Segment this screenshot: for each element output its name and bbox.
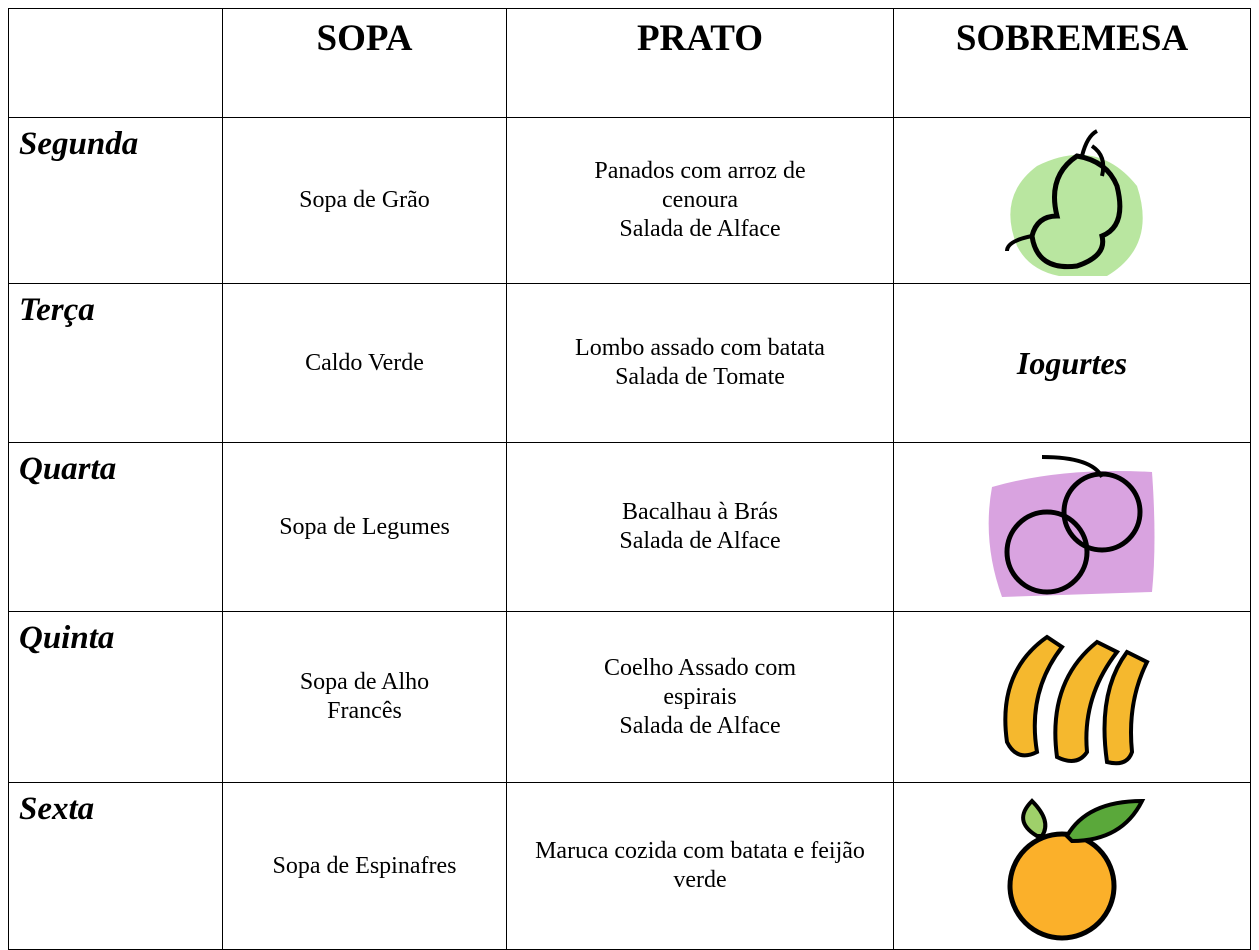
day: Quinta	[8, 611, 223, 783]
prato-line: Lombo assado com batata	[575, 335, 825, 361]
row: Quarta Sopa de Legumes Bacalhau à Brás Sa…	[8, 442, 1251, 612]
prato-line: Salada de Tomate	[615, 364, 785, 390]
prato-line: Salada de Alface	[619, 528, 781, 554]
prato-line: Maruca cozida com batata e feijão verde	[535, 838, 865, 893]
sopa: Caldo Verde	[222, 283, 507, 443]
day: Sexta	[8, 782, 223, 950]
page: SOPA PRATO SOBREMESA Segunda Sopa de Grã…	[8, 8, 1251, 950]
prato-line: Bacalhau à Brás	[622, 499, 778, 525]
prato: Lombo assado com batata Salada de Tomate	[506, 283, 894, 443]
prato-line: Salada de Alface	[619, 216, 781, 242]
sobremesa	[893, 117, 1251, 284]
day: Segunda	[8, 117, 223, 284]
day: Terça	[8, 283, 223, 443]
sobremesa	[893, 442, 1251, 612]
prato: Panados com arroz de cenoura Salada de Al…	[506, 117, 894, 284]
row: Quinta Sopa de Alho Francês Coelho Assad…	[8, 611, 1251, 783]
banana-icon	[1003, 634, 1150, 766]
apple-icon	[988, 455, 1155, 597]
prato-line: Panados com arroz de cenoura	[594, 158, 806, 213]
row: Segunda Sopa de Grão Panados com arroz d…	[8, 117, 1251, 284]
prato: Coelho Assado com espirais Salada de Alfa…	[506, 611, 894, 783]
sopa: Sopa de Grão	[222, 117, 507, 284]
header-cell: PRATO	[506, 8, 894, 118]
sobremesa: Iogurtes	[893, 283, 1251, 443]
sopa: Sopa de Espinafres	[222, 782, 507, 950]
row: Sexta Sopa de Espinafres Maruca cozida c…	[8, 782, 1251, 950]
header-row: SOPA PRATO SOBREMESA	[8, 8, 1251, 118]
prato-line: Coelho Assado com espirais	[604, 654, 796, 710]
sobremesa	[893, 611, 1251, 783]
sopa: Sopa de Alho Francês	[222, 611, 507, 783]
sobremesa	[893, 782, 1251, 950]
corner-cell	[8, 8, 223, 118]
header-cell: SOPA	[222, 8, 507, 118]
menu-table: SOPA PRATO SOBREMESA Segunda Sopa de Grã…	[8, 8, 1251, 950]
prato-line: Salada de Alface	[619, 712, 781, 739]
orange-icon	[1007, 798, 1146, 941]
sopa: Sopa de Legumes	[222, 442, 507, 612]
prato: Bacalhau à Brás Salada de Alface	[506, 442, 894, 612]
prato: Maruca cozida com batata e feijão verde	[506, 782, 894, 950]
day: Quarta	[8, 442, 223, 612]
header-cell: SOBREMESA	[893, 8, 1251, 118]
row: Terça Caldo Verde Lombo assado com batat…	[8, 283, 1251, 443]
pear-icon	[1005, 128, 1143, 276]
